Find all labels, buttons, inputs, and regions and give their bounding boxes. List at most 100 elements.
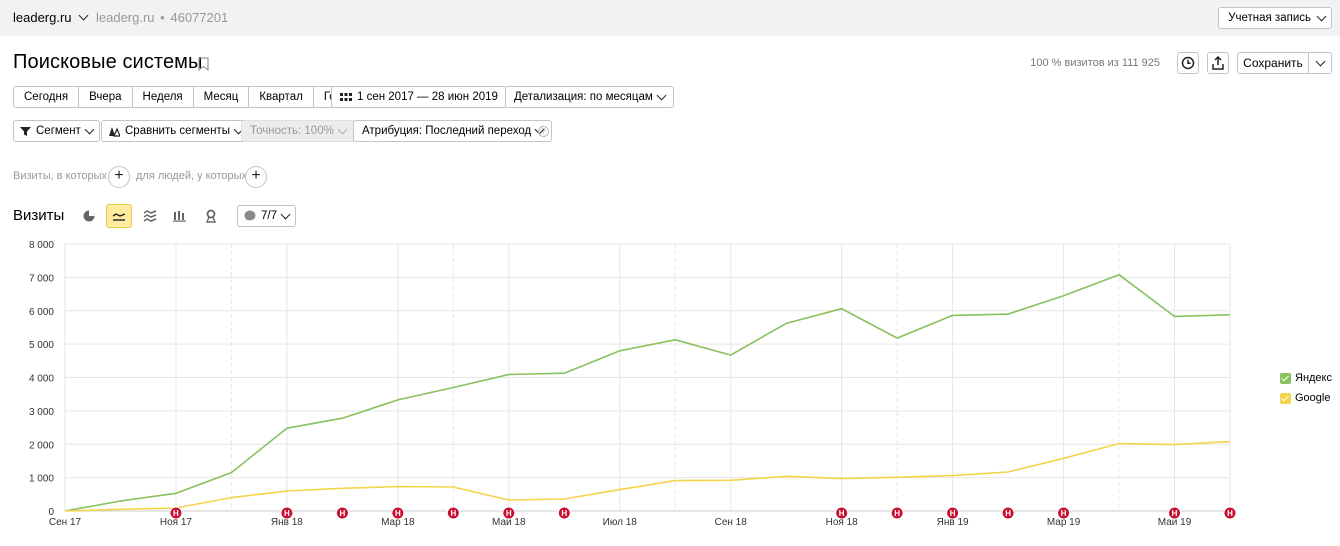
note-marker-icon[interactable]: Н <box>1001 506 1015 520</box>
help-icon[interactable]: ? <box>538 126 549 137</box>
legend-item-yandex[interactable]: Яндекс <box>1280 372 1332 384</box>
segment-button[interactable]: Сегмент <box>13 120 100 142</box>
x-tick-label: Май 19 <box>1158 517 1192 528</box>
y-tick-label: 4 000 <box>29 374 54 385</box>
legend-label: Google <box>1295 392 1331 404</box>
account-button[interactable]: Учетная запись <box>1218 7 1332 29</box>
checkbox-icon <box>1280 372 1291 384</box>
note-marker-icon[interactable]: Н <box>391 506 405 520</box>
period-quarter[interactable]: Квартал <box>249 87 314 107</box>
period-yesterday[interactable]: Вчера <box>79 87 133 107</box>
note-marker-icon[interactable]: Н <box>446 506 460 520</box>
map-button[interactable] <box>198 204 224 228</box>
note-marker-icon[interactable]: Н <box>280 506 294 520</box>
compare-label: Сравнить сегменты <box>125 125 230 137</box>
counter-separator: • <box>160 10 165 25</box>
pie-chart-button[interactable] <box>76 204 102 228</box>
attribution-label: Атрибуция: Последний переход <box>362 125 532 137</box>
counter-id: 46077201 <box>170 10 229 25</box>
svg-text:Н: Н <box>506 509 512 518</box>
legend-item-google[interactable]: Google <box>1280 392 1330 404</box>
note-marker-icon[interactable]: Н <box>169 506 183 520</box>
note-marker-icon[interactable]: Н <box>835 506 849 520</box>
bookmark-icon[interactable] <box>198 57 209 71</box>
bar-chart-icon <box>173 211 186 222</box>
export-button[interactable] <box>1207 52 1229 74</box>
add-people-condition-button[interactable]: + <box>245 166 267 188</box>
svg-text:Н: Н <box>173 509 179 518</box>
chevron-down-icon <box>280 209 291 219</box>
filter-icon <box>20 126 31 136</box>
notes-count: 7/7 <box>261 210 277 222</box>
site-selector[interactable]: leaderg.ru <box>13 10 88 25</box>
period-selector: Сегодня Вчера Неделя Месяц Квартал Год <box>13 86 354 108</box>
page-title: Поисковые системы <box>13 51 203 73</box>
svg-text:Н: Н <box>1227 509 1233 518</box>
date-range-button[interactable]: 1 сен 2017 — 28 июн 2019 <box>331 86 507 108</box>
note-marker-icon[interactable]: Н <box>557 506 571 520</box>
detail-label: Детализация: по месяцам <box>514 91 653 103</box>
svg-text:Н: Н <box>450 509 456 518</box>
svg-text:Н: Н <box>339 509 345 518</box>
visits-line-chart: 0 1 000 2 000 3 000 4 000 5 000 6 000 7 000 8 00… <box>29 240 1237 528</box>
segments-icon <box>109 126 120 137</box>
time-button[interactable] <box>1177 52 1199 74</box>
area-chart-button[interactable] <box>137 204 163 228</box>
svg-text:Н: Н <box>839 509 845 518</box>
calendar-icon <box>340 93 352 101</box>
visits-where-label: Визиты, в которых <box>13 170 107 182</box>
note-marker-icon[interactable]: Н <box>1168 506 1182 520</box>
x-tick-label: Май 18 <box>492 517 526 528</box>
x-tick-label: Ноя 18 <box>826 517 859 528</box>
x-tick-label: Ноя 17 <box>160 517 193 528</box>
svg-text:Н: Н <box>950 509 956 518</box>
counter-name: leaderg.ru <box>96 10 155 25</box>
pie-chart-icon <box>83 210 95 222</box>
detail-dropdown[interactable]: Детализация: по месяцам <box>505 86 674 108</box>
period-week[interactable]: Неделя <box>132 87 194 107</box>
note-marker-icon[interactable]: Н <box>335 506 349 520</box>
compare-segments-button[interactable]: Сравнить сегменты <box>101 120 249 142</box>
svg-text:Н: Н <box>1172 509 1178 518</box>
area-chart-icon <box>143 210 157 222</box>
line-chart-button[interactable] <box>106 204 132 228</box>
series-line-yandex <box>64 273 1231 512</box>
x-tick-label: Мар 19 <box>1047 517 1081 528</box>
bar-chart-button[interactable] <box>167 204 193 228</box>
account-label: Учетная запись <box>1228 12 1311 24</box>
add-visit-condition-button[interactable]: + <box>108 166 130 188</box>
export-icon <box>1212 56 1224 70</box>
clock-icon <box>1181 56 1195 70</box>
x-tick-label: Сен 17 <box>49 517 82 528</box>
note-marker-icon[interactable]: Н <box>502 506 516 520</box>
period-today[interactable]: Сегодня <box>14 87 80 107</box>
x-tick-label: Июл 18 <box>603 517 638 528</box>
chart-title: Визиты <box>13 207 65 224</box>
accuracy-label: Точность: 100% <box>250 125 334 137</box>
note-marker-icon[interactable]: Н <box>946 506 960 520</box>
note-marker-icon[interactable]: Н <box>1223 506 1237 520</box>
period-month[interactable]: Месяц <box>193 87 250 107</box>
notes-button[interactable]: 7/7 <box>237 205 296 227</box>
segment-label: Сегмент <box>36 125 81 137</box>
chevron-down-icon <box>1316 11 1327 21</box>
y-tick-label: 3 000 <box>29 407 54 418</box>
people-where-label: для людей, у которых <box>136 170 247 182</box>
save-button[interactable]: Сохранить <box>1237 52 1332 74</box>
note-marker-icon[interactable]: Н <box>890 506 904 520</box>
note-icon <box>244 210 256 221</box>
chevron-down-icon <box>337 124 348 134</box>
x-tick-label: Янв 19 <box>937 517 969 528</box>
y-tick-label: 6 000 <box>29 307 54 318</box>
y-tick-label: 7 000 <box>29 273 54 284</box>
svg-text:Н: Н <box>1061 509 1067 518</box>
series-line-google <box>64 440 1231 512</box>
chevron-down-icon <box>1315 56 1325 66</box>
svg-text:Н: Н <box>1005 509 1011 518</box>
svg-text:Н: Н <box>561 509 567 518</box>
top-bar: leaderg.ru leaderg.ru • 46077201 Учетная… <box>0 0 1340 36</box>
legend-label: Яндекс <box>1295 372 1332 384</box>
save-dropdown[interactable] <box>1309 56 1331 66</box>
note-marker-icon[interactable]: Н <box>1057 506 1071 520</box>
attribution-dropdown[interactable]: Атрибуция: Последний переход <box>353 120 553 142</box>
